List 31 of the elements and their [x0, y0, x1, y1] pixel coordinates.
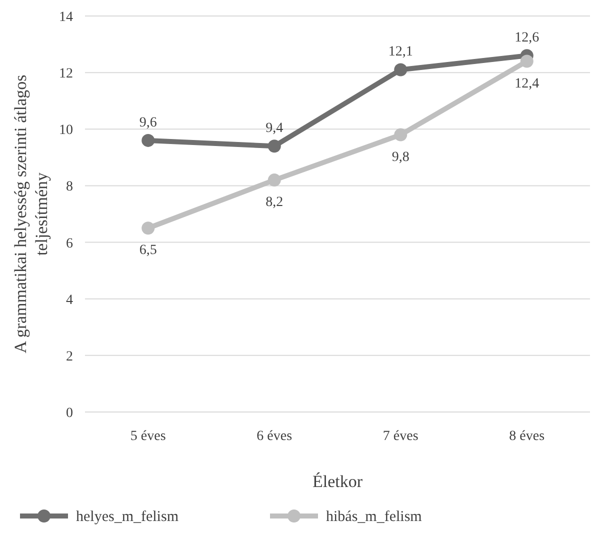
- point: [394, 128, 408, 142]
- y-tick-label: 0: [66, 406, 73, 421]
- point: [520, 54, 534, 68]
- data-label: 6,5: [139, 243, 157, 258]
- data-label: 12,4: [514, 76, 540, 92]
- point: [394, 63, 408, 76]
- data-label: 9,4: [266, 121, 284, 136]
- x-tick-label: 8 éves: [509, 429, 545, 444]
- point: [142, 134, 155, 147]
- data-label: 9,8: [392, 150, 410, 165]
- y-tick-label: 10: [59, 123, 73, 138]
- legend-label: helyes_m_felism: [76, 509, 179, 525]
- point: [142, 222, 155, 235]
- y-tick-label: 2: [66, 349, 73, 364]
- data-label: 12,1: [388, 44, 413, 60]
- x-tick-label: 6 éves: [256, 429, 292, 444]
- x-tick-label: 5 éves: [130, 429, 166, 444]
- data-label: 12,6: [514, 30, 540, 46]
- point: [268, 140, 281, 153]
- y-tick-label: 8: [66, 180, 73, 195]
- y-tick-label: 14: [59, 10, 73, 25]
- point: [268, 174, 281, 187]
- y-tick-label: 4: [66, 292, 73, 308]
- data-label: 9,6: [139, 115, 157, 130]
- y-tick-label: 6: [66, 236, 73, 252]
- x-axis-title: Életkor: [312, 472, 363, 491]
- y-tick-label: 12: [59, 66, 73, 82]
- data-label: 8,2: [266, 195, 284, 210]
- x-tick-label: 7 éves: [382, 429, 418, 444]
- y-axis-title: A grammatikai helyesség szerinti átlagos teljesítmény: [11, 74, 51, 354]
- legend-label: hibás_m_felism: [326, 509, 422, 525]
